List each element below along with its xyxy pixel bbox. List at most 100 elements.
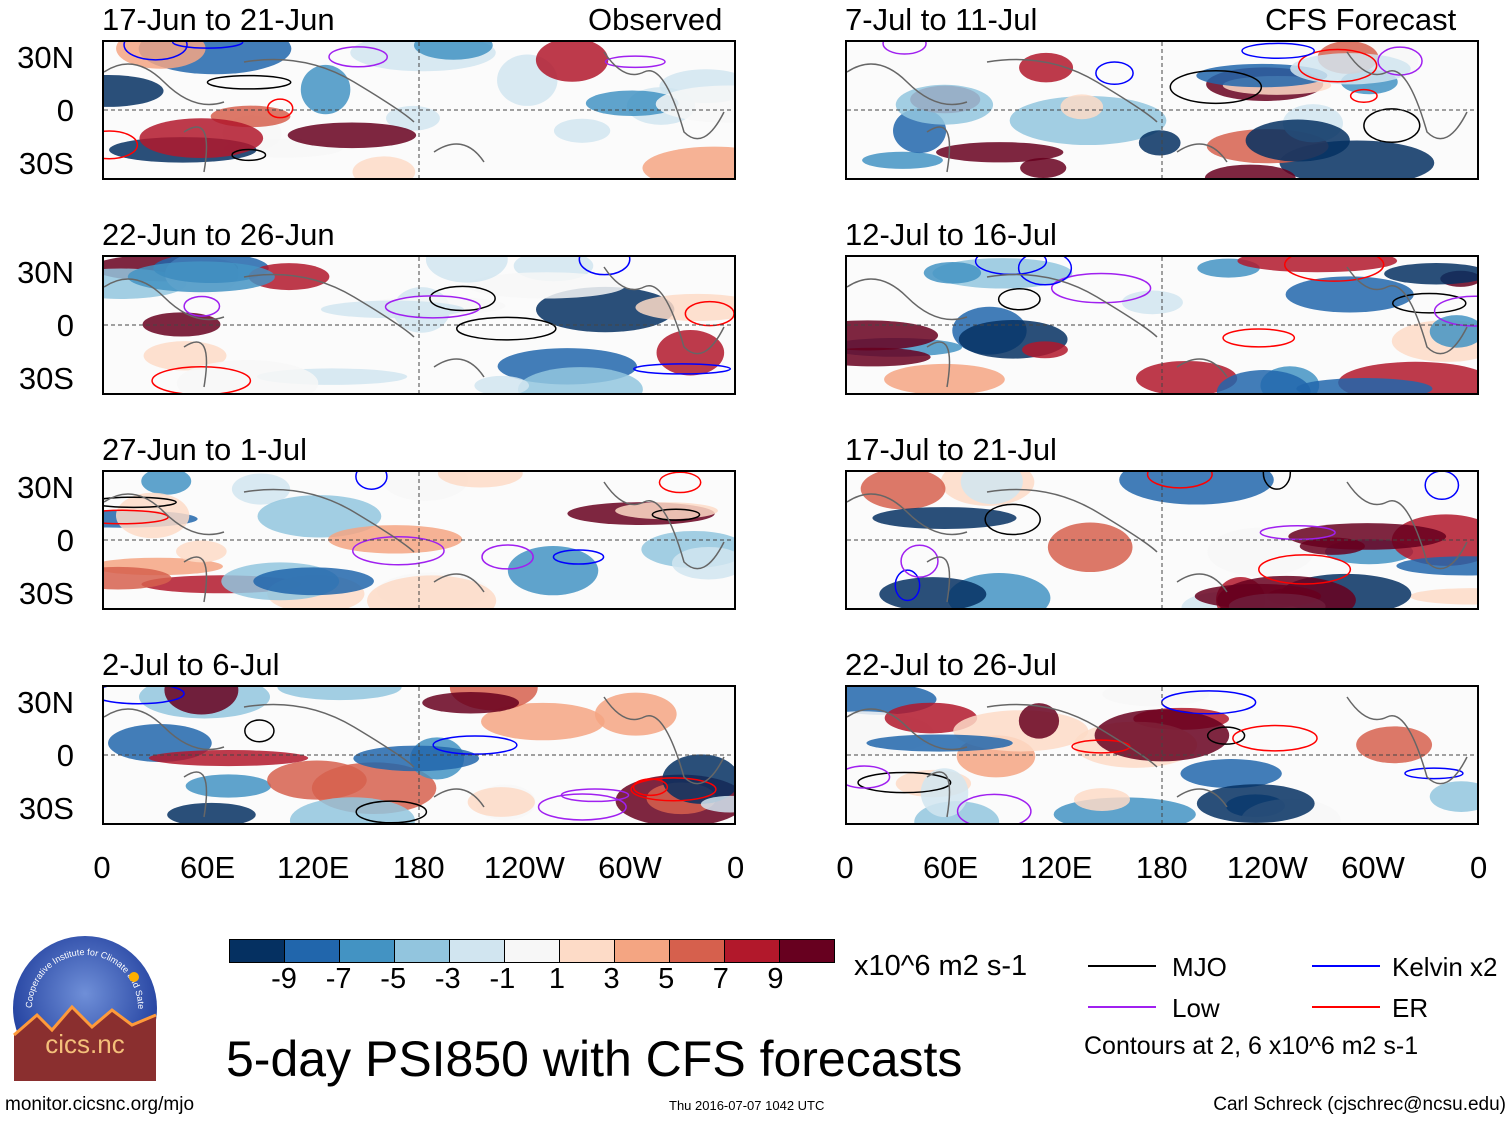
svg-text:cics.nc: cics.nc [45, 1029, 124, 1059]
lon-label: 120W [483, 850, 565, 885]
contour-line [1377, 46, 1423, 76]
anomaly-blob [1047, 522, 1133, 573]
legend-kelvin: Kelvin x2 [1392, 952, 1498, 982]
panel-title: 17-Jul to 21-Jul [845, 432, 1057, 467]
anomaly-blob [655, 85, 734, 123]
contour-line [1241, 42, 1315, 59]
contour-line [537, 793, 627, 821]
map-panel [102, 255, 736, 395]
map-panel [845, 470, 1479, 610]
anomaly-blob [277, 687, 402, 701]
forecast-header: CFS Forecast [1265, 2, 1457, 37]
lat-label: 30S [18, 146, 74, 181]
legend-low-line [1088, 1006, 1156, 1008]
contour-line [481, 544, 534, 570]
lon-label: 180 [1135, 850, 1188, 885]
contour-line [1050, 272, 1152, 304]
colorbar-tick: -5 [380, 963, 407, 995]
colorbar-tick: 1 [548, 963, 566, 995]
anomaly-blob [1021, 341, 1068, 359]
anomaly-blob [1020, 157, 1067, 178]
lat-label: 30N [17, 470, 74, 505]
coastline [104, 696, 725, 818]
anomaly-blob [1237, 257, 1398, 273]
contour-line [104, 496, 177, 509]
contour-line [578, 257, 631, 276]
anomaly-blob [866, 734, 1013, 752]
anomaly-blob [116, 42, 206, 69]
contour-line [956, 793, 1032, 823]
lon-label: 180 [392, 850, 445, 885]
anomaly-blob [422, 692, 520, 714]
lon-label: 120W [1226, 850, 1308, 885]
map-panel [845, 40, 1479, 180]
legend-kelvin-line [1312, 965, 1380, 967]
anomaly-blob [167, 802, 256, 823]
lon-label: 60E [923, 850, 979, 885]
colorbar [229, 939, 835, 963]
anomaly-blob [413, 42, 493, 60]
anomaly-blob [872, 507, 1017, 530]
contour-line [1297, 48, 1378, 83]
lon-label: 60W [598, 850, 662, 885]
lon-label: 0 [93, 850, 111, 885]
colorbar-swatch [395, 940, 450, 962]
anomaly-blob [300, 64, 351, 115]
contour-line [429, 285, 496, 312]
anomaly-blob [884, 363, 1005, 393]
contour-line [630, 777, 717, 802]
colorbar-tick: 7 [712, 963, 729, 995]
contour-line [328, 46, 389, 68]
anomaly-blob [535, 286, 675, 333]
contour-line [632, 778, 669, 797]
contour-line [244, 719, 275, 743]
contour-line [684, 300, 734, 327]
panel-title: 7-Jul to 11-Jul [845, 2, 1038, 37]
colorbar-swatch [560, 940, 615, 962]
anomaly-blob [328, 525, 463, 554]
anomaly-blob [1245, 119, 1350, 162]
anomaly-blob [481, 702, 605, 741]
contour-line [847, 765, 891, 789]
lon-label: 60W [1341, 850, 1405, 885]
lat-label: 0 [56, 308, 74, 343]
contour-line [552, 549, 605, 565]
anomaly-blob [553, 118, 611, 143]
coastline [847, 51, 1468, 173]
anomaly-blob [1285, 276, 1414, 313]
coastline [104, 481, 725, 603]
anomaly-blob [860, 472, 946, 510]
coastline [847, 696, 1468, 818]
lat-label: 30S [18, 791, 74, 826]
anomaly-blob [862, 151, 943, 169]
anomaly-blob [1119, 472, 1274, 505]
anomaly-blob [1060, 94, 1104, 120]
contour-line [1232, 724, 1318, 752]
anomaly-blob [474, 375, 530, 393]
cics-logo: Cooperative Institute for Climate and Sa… [9, 927, 158, 1081]
anomaly-blob [257, 495, 382, 538]
anomaly-blob [1216, 370, 1311, 393]
anomaly-blob [139, 118, 264, 159]
contour-line [432, 735, 518, 755]
panel-title: 22-Jun to 26-Jun [102, 217, 335, 252]
contour-line [1206, 726, 1246, 745]
lon-label: 60E [180, 850, 236, 885]
map-panel [102, 40, 736, 180]
contour-line [1169, 70, 1263, 105]
lon-label: 0 [836, 850, 854, 885]
anomaly-blob [287, 122, 417, 149]
anomaly-blob [1135, 360, 1238, 393]
colorbar-tick: -7 [325, 963, 352, 995]
panel-title: 12-Jul to 16-Jul [845, 217, 1057, 252]
lat-label: 30N [17, 685, 74, 720]
colorbar-swatch [505, 940, 560, 962]
anomaly-blob [185, 774, 272, 798]
contour-line [355, 472, 388, 490]
lat-label: 0 [56, 93, 74, 128]
anomaly-blob [615, 502, 718, 520]
anomaly-blob [367, 575, 497, 608]
footer-url[interactable]: monitor.cicsnc.org/mjo [5, 1094, 195, 1115]
anomaly-blob [1121, 290, 1183, 315]
lat-label: 30N [17, 255, 74, 290]
